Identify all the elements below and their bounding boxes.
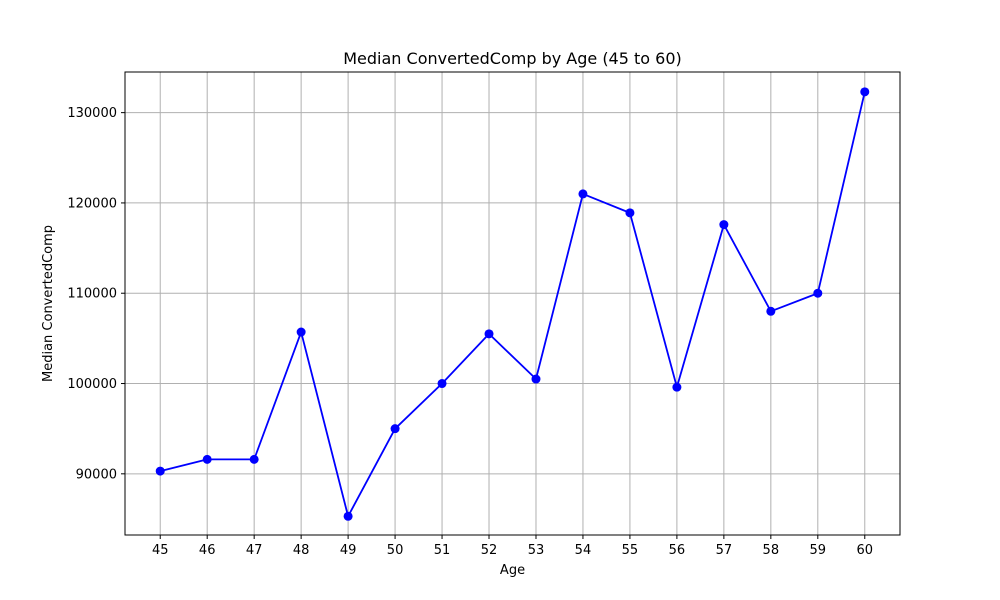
y-axis-ticks: 90000 100000 110000 120000 130000 [67,106,125,482]
plot-area-frame [124,71,901,536]
data-point [437,379,447,389]
data-point [484,329,494,339]
data-point [578,189,588,199]
x-tick-label: 51 [434,543,451,558]
x-tick-label: 54 [575,543,592,558]
y-tick-label: 130000 [67,106,117,121]
x-tick-label: 48 [293,543,310,558]
data-point [249,454,259,464]
x-tick-label: 59 [810,543,827,558]
data-point [860,87,870,97]
data-point [766,306,776,316]
data-point [390,424,400,434]
y-tick-label: 110000 [67,287,117,302]
x-tick-label: 52 [481,543,498,558]
x-axis-ticks: 45 46 47 48 49 50 51 52 53 54 55 56 57 58 59 60 [152,535,873,558]
x-tick-label: 57 [716,543,733,558]
x-tick-label: 56 [669,543,686,558]
y-tick-label: 90000 [76,467,117,482]
data-point [531,374,541,384]
series-line [160,91,866,518]
x-tick-label: 55 [622,543,639,558]
chart-title: Median ConvertedComp by Age (45 to 60) [343,49,682,68]
data-point [296,327,306,337]
x-axis-label: Age [500,563,525,578]
data-point [343,511,353,521]
data-point [625,208,635,218]
data-point [813,288,823,298]
x-tick-label: 49 [340,543,357,558]
data-point [155,466,165,476]
x-tick-label: 46 [199,543,216,558]
data-point [719,220,729,230]
data-point [672,382,682,392]
x-tick-label: 50 [387,543,404,558]
data-point [202,454,212,464]
series-layer [155,87,870,521]
x-tick-label: 58 [763,543,780,558]
y-tick-label: 100000 [67,377,117,392]
x-tick-label: 60 [856,543,873,558]
x-tick-label: 47 [246,543,263,558]
x-tick-label: 45 [152,543,169,558]
y-tick-label: 120000 [67,196,117,211]
y-axis-label: Median ConvertedComp [41,225,56,382]
x-tick-label: 53 [528,543,545,558]
grid-lines [125,72,900,535]
